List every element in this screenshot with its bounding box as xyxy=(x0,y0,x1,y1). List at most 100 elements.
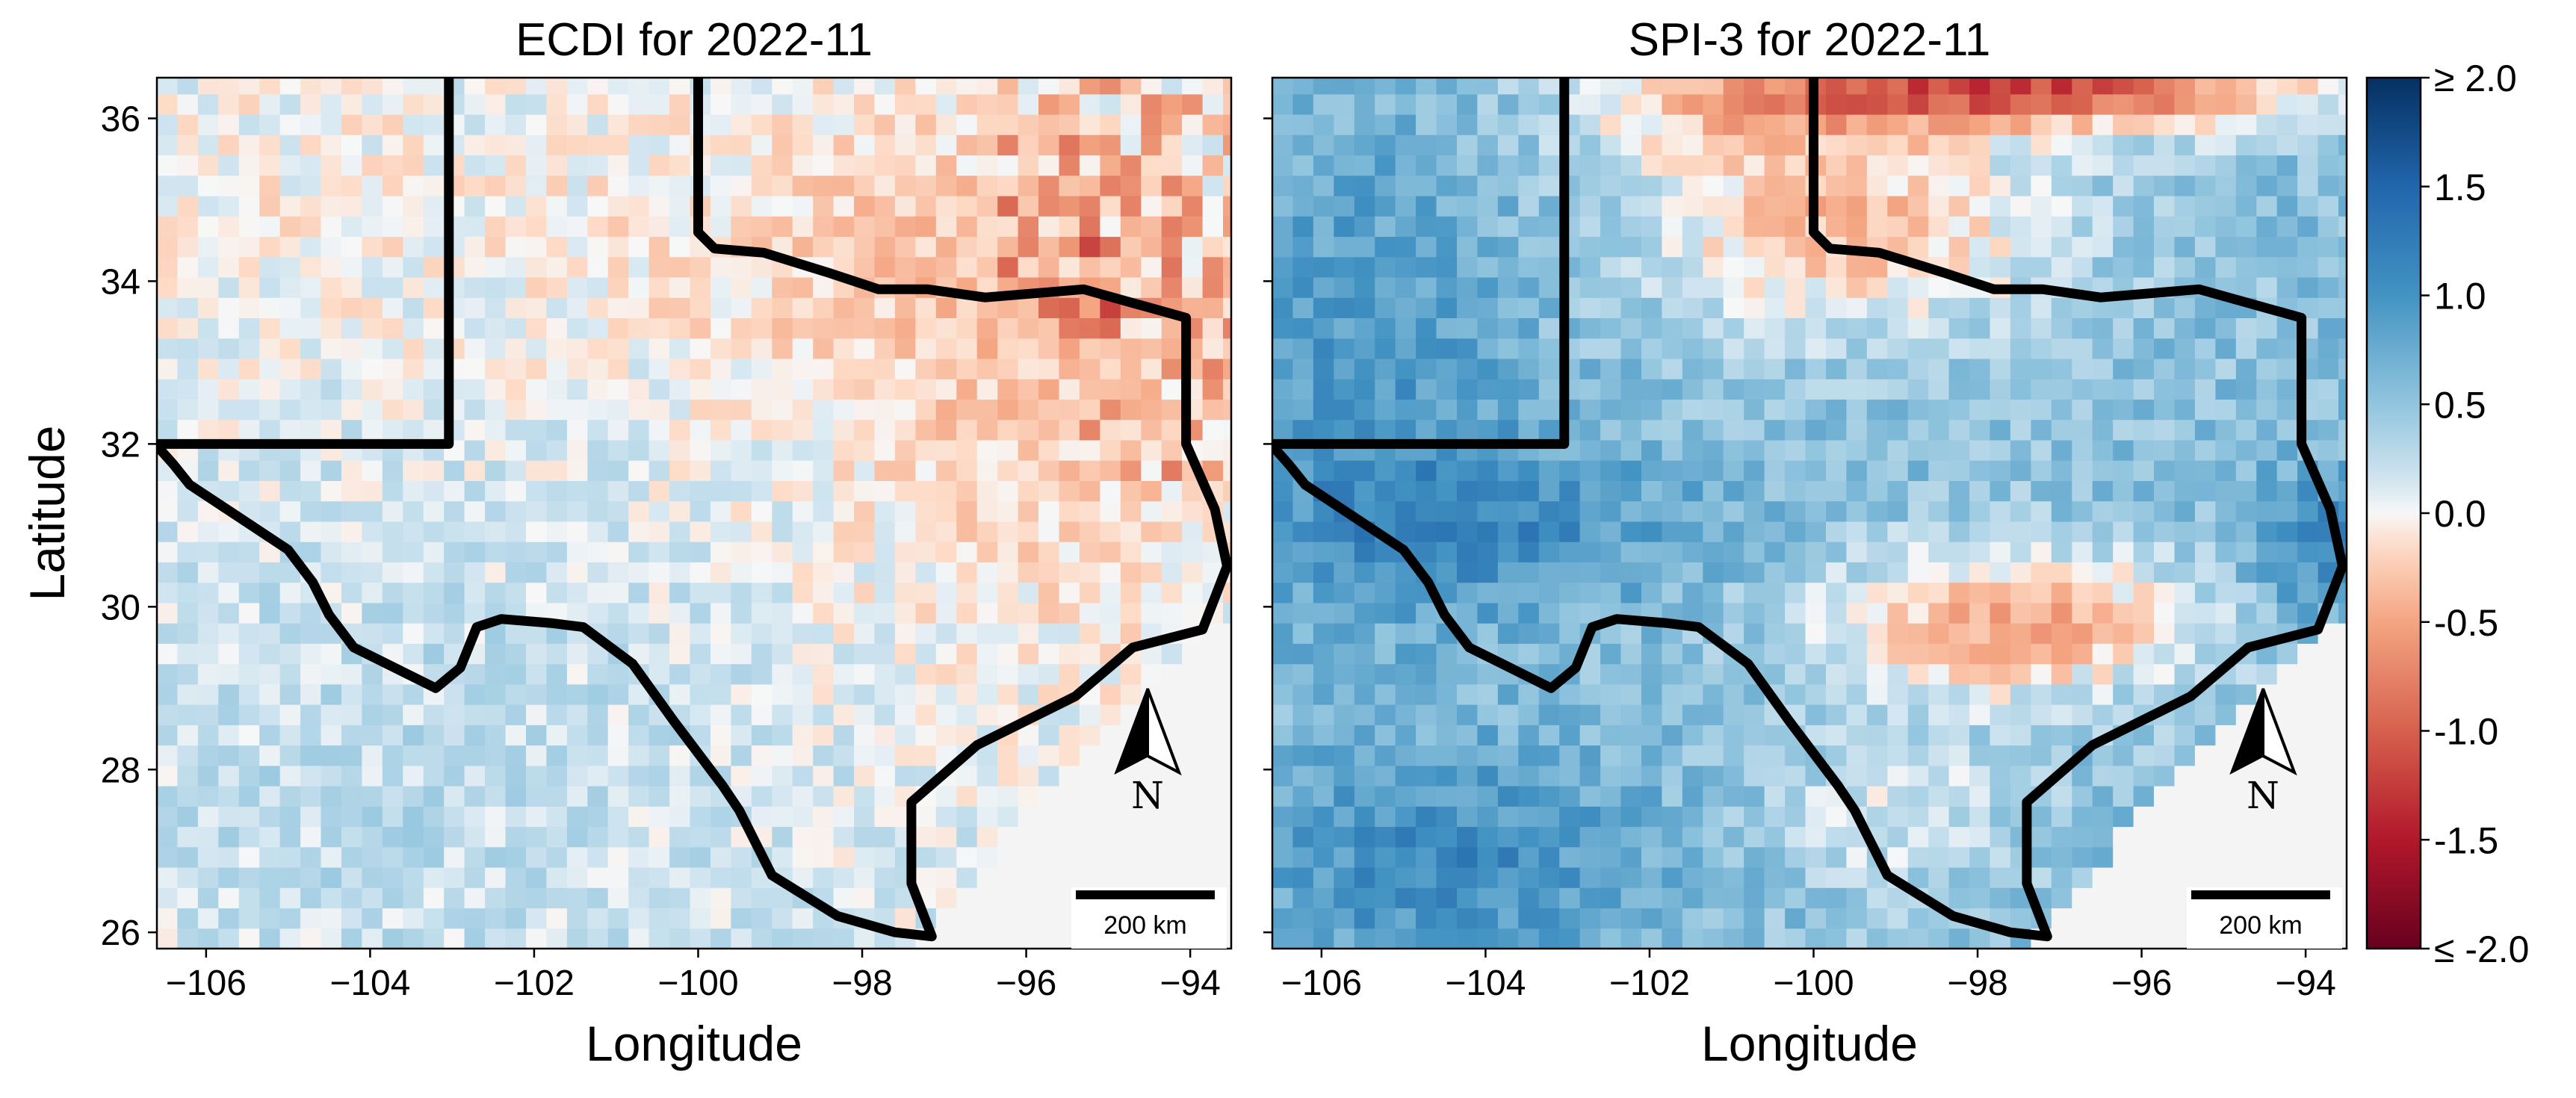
heatmap-cell xyxy=(1579,745,1601,766)
heatmap-cell xyxy=(2133,134,2155,156)
heatmap-cell xyxy=(2256,542,2278,562)
heatmap-cell xyxy=(690,277,711,298)
heatmap-cell xyxy=(1272,196,1293,217)
heatmap-cell xyxy=(1744,93,1765,115)
heatmap-cell xyxy=(403,806,424,828)
heatmap-cell xyxy=(157,887,178,909)
heatmap-cell xyxy=(1354,359,1375,379)
heatmap-cell xyxy=(157,846,178,868)
heatmap-cell xyxy=(1866,480,1888,502)
heatmap-cell xyxy=(628,196,650,217)
heatmap-cell xyxy=(1907,500,1929,522)
heatmap-cell xyxy=(1292,908,1314,929)
heatmap-cell xyxy=(2235,277,2257,298)
heatmap-cell xyxy=(2318,379,2339,400)
heatmap-cell xyxy=(1887,704,1909,725)
heatmap-cell xyxy=(1223,277,1231,298)
heatmap-cell xyxy=(1120,521,1142,542)
panel-title: SPI-3 for 2022-11 xyxy=(1629,14,1991,66)
heatmap-cell xyxy=(1703,379,1724,400)
heatmap-cell xyxy=(1538,114,1560,135)
heatmap-cell xyxy=(587,704,609,725)
heatmap-cell xyxy=(1887,500,1909,522)
heatmap-cell xyxy=(321,500,342,522)
heatmap-cell xyxy=(2297,867,2319,888)
heatmap-cell xyxy=(813,562,835,583)
heatmap-cell xyxy=(1457,175,1478,196)
heatmap-cell xyxy=(1416,134,1437,156)
heatmap-cell xyxy=(566,155,588,176)
heatmap-cell xyxy=(2318,78,2339,95)
heatmap-cell xyxy=(1272,725,1293,746)
heatmap-cell xyxy=(1866,562,1888,583)
heatmap-cell xyxy=(1161,602,1183,624)
heatmap-cell xyxy=(2215,134,2237,156)
heatmap-cell xyxy=(238,806,260,828)
heatmap-cell xyxy=(464,765,486,787)
heatmap-cell xyxy=(1477,277,1499,298)
heatmap-cell xyxy=(1703,114,1724,135)
heatmap-cell xyxy=(813,359,835,379)
heatmap-cell xyxy=(669,338,691,359)
heatmap-cell xyxy=(1887,683,1909,705)
heatmap-cell xyxy=(1785,867,1806,888)
heatmap-cell xyxy=(362,155,383,176)
heatmap-cell xyxy=(894,908,916,929)
heatmap-cell xyxy=(976,439,998,461)
heatmap-cell xyxy=(2194,439,2216,461)
heatmap-cell xyxy=(1313,704,1334,725)
heatmap-cell xyxy=(1723,683,1744,705)
heatmap-cell xyxy=(423,196,445,217)
heatmap-cell xyxy=(423,500,445,522)
heatmap-cell xyxy=(444,623,465,644)
heatmap-cell xyxy=(321,460,342,481)
heatmap-cell xyxy=(1457,379,1478,400)
heatmap-cell xyxy=(505,704,527,725)
heatmap-cell xyxy=(321,928,342,949)
heatmap-cell xyxy=(1038,297,1059,318)
heatmap-cell xyxy=(1907,78,1929,95)
heatmap-cell xyxy=(362,134,383,156)
heatmap-cell xyxy=(669,236,691,258)
heatmap-cell xyxy=(1682,236,1703,258)
heatmap-cell xyxy=(1120,134,1142,156)
heatmap-cell xyxy=(792,359,814,379)
heatmap-cell xyxy=(997,846,1019,868)
heatmap-cell xyxy=(403,359,424,379)
heatmap-cell xyxy=(628,317,650,339)
heatmap-cell xyxy=(2072,806,2093,828)
heatmap-cell xyxy=(1559,887,1581,909)
heatmap-cell xyxy=(1497,887,1519,909)
heatmap-cell xyxy=(2297,745,2319,766)
heatmap-cell xyxy=(2051,542,2072,562)
heatmap-cell xyxy=(423,338,445,359)
heatmap-cell xyxy=(464,379,486,400)
heatmap-cell xyxy=(177,542,199,562)
heatmap-cell xyxy=(1161,521,1183,542)
heatmap-cell xyxy=(710,521,731,542)
heatmap-cell xyxy=(690,359,711,379)
heatmap-cell xyxy=(648,623,670,644)
heatmap-cell xyxy=(1079,725,1100,746)
heatmap-cell xyxy=(1969,155,1991,176)
heatmap-cell xyxy=(1477,216,1499,238)
heatmap-cell xyxy=(2174,846,2196,868)
heatmap-cell xyxy=(935,500,957,522)
heatmap-cell xyxy=(1375,623,1396,644)
heatmap-cell xyxy=(1907,745,1929,766)
heatmap-cell xyxy=(1703,338,1724,359)
heatmap-cell xyxy=(526,521,547,542)
heatmap-cell xyxy=(362,663,383,685)
heatmap-cell xyxy=(2256,419,2278,441)
heatmap-cell xyxy=(1866,806,1888,828)
heatmap-cell xyxy=(2338,460,2347,481)
heatmap-cell xyxy=(813,480,835,502)
heatmap-cell xyxy=(1928,928,1950,949)
heatmap-cell xyxy=(505,379,527,400)
heatmap-cell xyxy=(1703,887,1724,909)
heatmap-cell xyxy=(1457,562,1478,583)
heatmap-cell xyxy=(1202,419,1224,441)
heatmap-cell xyxy=(587,256,609,278)
heatmap-cell xyxy=(1948,419,1970,441)
heatmap-cell xyxy=(1826,93,1847,115)
